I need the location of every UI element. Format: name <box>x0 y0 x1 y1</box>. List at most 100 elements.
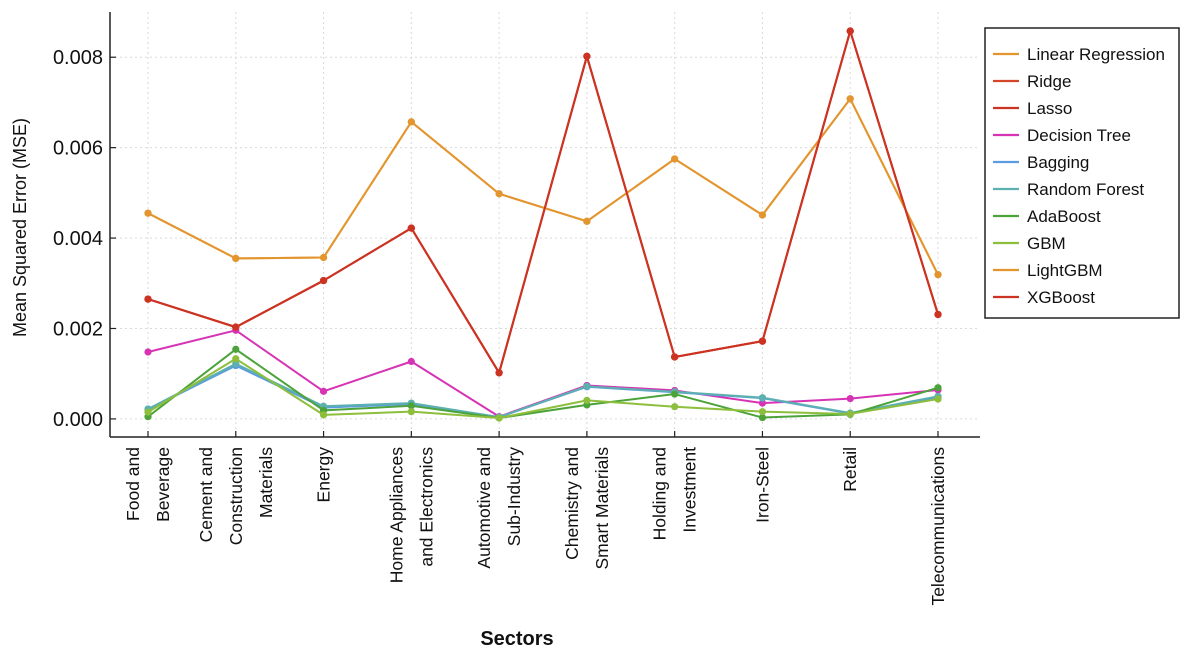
data-point <box>407 224 415 232</box>
data-point <box>846 410 854 418</box>
data-point <box>144 348 152 356</box>
data-point <box>934 384 942 392</box>
legend-label: Lasso <box>1027 99 1072 118</box>
data-point <box>407 402 415 410</box>
data-point <box>232 345 240 353</box>
data-point <box>319 276 328 285</box>
x-tick-label-group: Energy <box>314 447 334 503</box>
data-point <box>758 394 767 402</box>
x-tick-label: Smart Materials <box>592 447 612 570</box>
data-point <box>319 253 328 262</box>
x-tick-label-group: Retail <box>840 447 860 492</box>
series-layer <box>144 27 942 422</box>
y-tick-label: 0.002 <box>53 318 103 340</box>
x-tick-label: Construction <box>226 447 246 545</box>
x-tick-label: Home Appliances <box>386 447 406 583</box>
y-axis-title: Mean Squared Error (MSE) <box>10 118 30 337</box>
data-point <box>232 254 240 263</box>
y-tick-label: 0.008 <box>53 47 103 69</box>
data-point <box>495 414 503 422</box>
data-point <box>407 118 415 126</box>
labels-layer: 0.000 0.002 0.004 0.006 0.008 Food and Beverag… <box>53 47 948 605</box>
x-tick-label-group: Automotive and Sub-Industry <box>474 447 524 569</box>
data-point <box>495 369 503 377</box>
x-tick-label: Automotive and <box>474 447 494 569</box>
x-tick-label: Holding and <box>650 447 670 540</box>
x-tick-label: Telecommunications <box>928 447 948 606</box>
grid-layer <box>110 12 980 437</box>
series-line <box>147 329 939 418</box>
data-point <box>407 408 415 416</box>
data-point <box>671 403 679 411</box>
x-tick-label-group: Telecommunications <box>928 447 948 606</box>
data-point <box>671 353 679 361</box>
data-point <box>319 411 328 419</box>
data-point <box>846 27 854 35</box>
data-point <box>583 382 591 390</box>
data-point <box>232 360 240 368</box>
legend-label: Random Forest <box>1027 180 1144 199</box>
axes-layer <box>109 12 980 438</box>
legend-label: LightGBM <box>1027 261 1103 280</box>
series-line <box>147 29 939 374</box>
data-point <box>583 52 591 60</box>
data-point <box>407 357 415 366</box>
legend-label: Bagging <box>1027 153 1089 172</box>
data-point <box>846 394 854 403</box>
legend-label: Decision Tree <box>1027 126 1131 145</box>
data-point <box>758 413 767 422</box>
series-line <box>147 29 939 374</box>
series-line <box>147 29 939 374</box>
x-tick-label: Beverage <box>153 447 173 522</box>
series-line <box>147 348 939 420</box>
x-tick-label-group: Cement and Construction Materials <box>196 447 276 545</box>
x-tick-label: Sub-Industry <box>504 447 524 546</box>
data-point <box>758 211 767 219</box>
legend-label: Linear Regression <box>1027 45 1165 64</box>
x-tick-label-group: Holding and Investment <box>650 447 700 541</box>
data-point <box>144 209 152 217</box>
x-tick-label: Iron-Steel <box>752 447 772 523</box>
y-tick-label: 0.000 <box>53 409 103 431</box>
data-point <box>934 310 942 319</box>
data-point <box>671 155 679 163</box>
data-point <box>583 396 591 404</box>
x-axis-title: Sectors <box>480 628 553 650</box>
x-tick-label: Retail <box>840 447 860 492</box>
legend-label: Ridge <box>1027 72 1071 91</box>
x-tick-label: Energy <box>314 447 334 503</box>
x-tick-label-group: Chemistry and Smart Materials <box>562 447 612 570</box>
x-tick-label: Cement and <box>196 447 216 542</box>
series-line <box>147 357 939 420</box>
legend-label: AdaBoost <box>1027 207 1101 226</box>
data-point <box>671 390 679 398</box>
x-tick-label: Food and <box>123 447 143 521</box>
x-tick-label-group: Iron-Steel <box>752 447 772 523</box>
data-point <box>232 355 240 363</box>
legend-label: XGBoost <box>1027 288 1095 307</box>
y-tick-label: 0.006 <box>53 138 103 160</box>
series-line <box>147 97 939 276</box>
data-point <box>319 387 328 395</box>
data-point <box>758 399 767 407</box>
x-tick-label: and Electronics <box>416 447 436 567</box>
series-line <box>147 362 939 419</box>
data-point <box>934 271 942 279</box>
data-point <box>495 190 503 198</box>
series-line <box>147 97 939 276</box>
x-tick-label: Materials <box>256 447 276 518</box>
data-point <box>583 217 591 225</box>
x-tick-label: Chemistry and <box>562 447 582 560</box>
x-tick-label-group: Food and Beverage <box>123 447 173 522</box>
legend-label: GBM <box>1027 234 1066 253</box>
x-tick-label-group: Home Appliances and Electronics <box>386 447 436 583</box>
data-point <box>144 295 152 303</box>
data-point <box>758 408 767 416</box>
data-point <box>144 408 152 416</box>
y-tick-label: 0.004 <box>53 228 103 250</box>
legend: Linear Regression Ridge Lasso Decision Tree… <box>984 27 1180 319</box>
data-point <box>232 323 240 331</box>
x-tick-label: Investment <box>680 447 700 533</box>
